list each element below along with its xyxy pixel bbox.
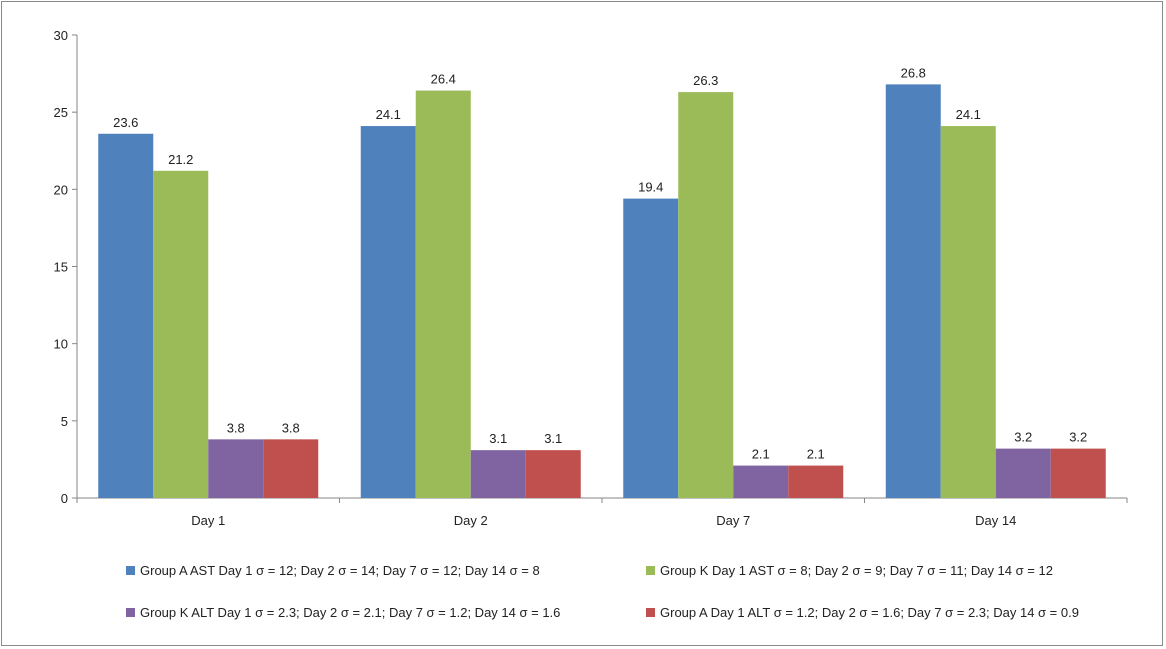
legend-item-group-a-alt: Group A Day 1 ALT σ = 1.2; Day 2 σ = 1.6… [646, 605, 1079, 620]
y-tick-label: 0 [61, 491, 68, 506]
bar [360, 126, 416, 498]
bar [940, 126, 996, 498]
data-label: 26.4 [431, 72, 456, 87]
bar [623, 198, 679, 499]
data-label: 3.2 [1014, 430, 1032, 445]
legend-swatch [126, 608, 135, 617]
y-tick-label: 20 [54, 182, 68, 197]
data-label: 24.1 [376, 107, 401, 122]
data-label: 2.1 [807, 447, 825, 462]
legend-label: Group K ALT Day 1 σ = 2.3; Day 2 σ = 2.1… [140, 605, 561, 620]
y-tick-label: 25 [54, 105, 68, 120]
legend-swatch [646, 566, 655, 575]
bar [885, 84, 941, 499]
bar [208, 439, 264, 498]
y-tick-label: 15 [54, 260, 68, 275]
legend-label: Group A AST Day 1 σ = 12; Day 2 σ = 14; … [140, 563, 540, 578]
data-label: 2.1 [752, 447, 770, 462]
y-tick-label: 5 [61, 414, 68, 429]
legend-label: Group K Day 1 AST σ = 8; Day 2 σ = 9; Da… [660, 563, 1053, 578]
bar [678, 92, 734, 498]
x-tick-label: Day 2 [454, 513, 488, 528]
x-tick-label: Day 14 [975, 513, 1016, 528]
bar [153, 170, 209, 498]
legend-item-group-k-ast: Group K Day 1 AST σ = 8; Day 2 σ = 9; Da… [646, 563, 1053, 578]
y-tick-label: 10 [54, 337, 68, 352]
data-label: 3.1 [544, 431, 562, 446]
bar [1050, 448, 1106, 498]
data-label: 26.3 [693, 73, 718, 88]
data-label: 21.2 [168, 152, 193, 167]
x-tick-label: Day 7 [716, 513, 750, 528]
legend-label: Group A Day 1 ALT σ = 1.2; Day 2 σ = 1.6… [660, 605, 1079, 620]
bar [788, 465, 844, 498]
data-label: 3.8 [282, 420, 300, 435]
data-label: 24.1 [956, 107, 981, 122]
data-label: 23.6 [113, 115, 138, 130]
legend-item-group-k-alt: Group K ALT Day 1 σ = 2.3; Day 2 σ = 2.1… [126, 605, 560, 620]
data-label: 19.4 [638, 180, 663, 195]
data-label: 26.8 [901, 65, 926, 80]
bar [263, 439, 319, 498]
y-tick-label: 30 [54, 28, 68, 43]
bar [470, 450, 526, 498]
legend-item-group-a-ast: Group A AST Day 1 σ = 12; Day 2 σ = 14; … [126, 563, 540, 578]
data-label: 3.8 [227, 420, 245, 435]
bar [525, 450, 581, 498]
bar [733, 465, 789, 498]
legend-swatch [646, 608, 655, 617]
data-label: 3.2 [1069, 430, 1087, 445]
legend-swatch [126, 566, 135, 575]
bar [98, 133, 154, 499]
data-label: 3.1 [489, 431, 507, 446]
bar [415, 90, 471, 498]
x-tick-label: Day 1 [191, 513, 225, 528]
bar [995, 448, 1051, 498]
